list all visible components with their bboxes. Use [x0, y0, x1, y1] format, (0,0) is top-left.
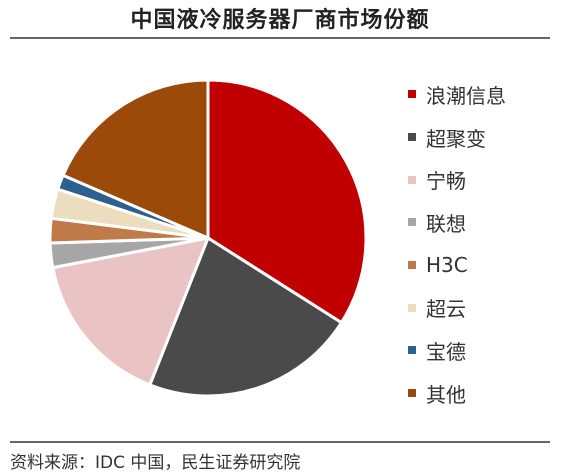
legend-item: 超聚变: [408, 116, 506, 159]
chart-legend: 浪潮信息超聚变宁畅联想 H3C 超云宝德其他: [408, 73, 506, 415]
title-divider: [10, 37, 550, 39]
legend-label: H3C: [426, 253, 468, 278]
legend-label: 宁畅: [426, 169, 466, 194]
pie-slice-8: [61, 78, 210, 240]
legend-label: 宝德: [426, 339, 466, 364]
legend-swatch: [408, 218, 416, 227]
pie-slice-2: [148, 236, 343, 398]
legend-item: 其他: [408, 372, 506, 415]
legend-label: 浪潮信息: [426, 83, 506, 108]
legend-item: H3C: [408, 244, 506, 287]
legend-item: 超云: [408, 286, 506, 329]
legend-swatch: [408, 389, 416, 398]
legend-swatch: [408, 261, 416, 270]
legend-item: 浪潮信息: [408, 73, 506, 116]
legend-swatch: [408, 175, 416, 184]
legend-swatch: [408, 90, 416, 99]
pie-slice-3: [51, 236, 210, 387]
source-divider: [10, 441, 550, 443]
chart-title: 中国液冷服务器厂商市场份额: [130, 8, 430, 33]
legend-swatch: [408, 133, 416, 142]
legend-label: 其他: [426, 382, 466, 407]
legend-item: 宁畅: [408, 158, 506, 201]
legend-item: 宝德: [408, 329, 506, 372]
legend-label: 超聚变: [426, 126, 486, 151]
legend-swatch: [408, 303, 416, 312]
legend-label: 超云: [426, 297, 466, 322]
source-note: 资料来源：IDC 中国，民生证券研究院: [10, 453, 301, 473]
legend-item: 联想: [408, 201, 506, 244]
legend-swatch: [408, 346, 416, 355]
legend-label: 联想: [426, 211, 466, 236]
